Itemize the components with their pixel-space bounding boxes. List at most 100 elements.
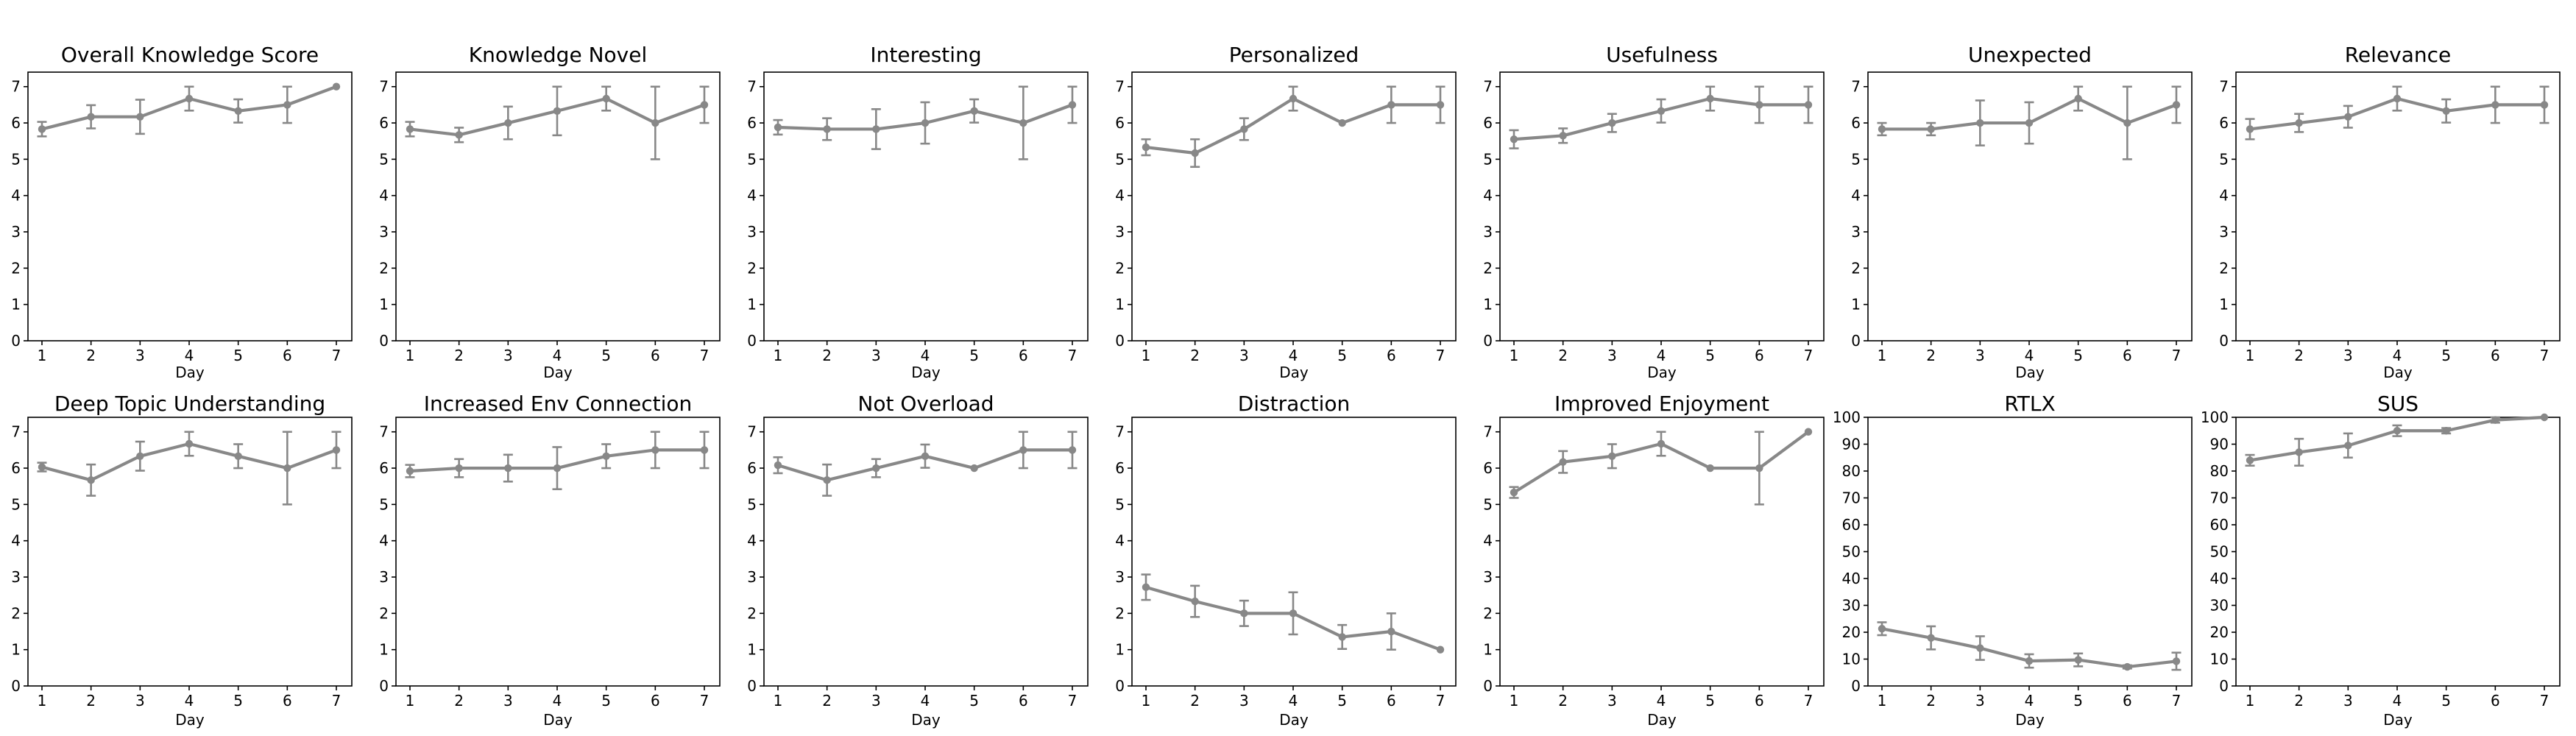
data-point-day-1	[38, 463, 46, 471]
plot-border	[1867, 417, 2193, 687]
x-tick-label: 3	[503, 347, 513, 364]
y-tick-label: 7	[747, 423, 757, 441]
data-point-day-4	[2393, 94, 2402, 103]
y-tick-label: 3	[379, 568, 389, 586]
y-tick-label: 7	[2219, 78, 2229, 96]
x-tick-label: 4	[1289, 692, 1298, 710]
data-point-day-4	[2025, 118, 2034, 127]
data-point-day-4	[921, 452, 930, 460]
x-axis-label: Day	[911, 364, 941, 381]
x-tick-label: 4	[921, 692, 930, 710]
plot-border	[395, 71, 721, 342]
x-tick-label: 6	[1755, 692, 1764, 710]
x-tick-label: 4	[553, 692, 562, 710]
y-tick-label: 6	[1483, 459, 1493, 477]
data-point-day-1	[1878, 125, 1886, 133]
x-tick-label: 5	[601, 347, 611, 364]
y-tick-label: 1	[1115, 296, 1125, 314]
data-point-day-2	[1927, 634, 1935, 642]
y-tick-label: 50	[1842, 543, 1861, 561]
x-tick-label: 4	[553, 347, 562, 364]
chart-relevance: Relevance 0 1 2 3 4 5 6 7 1 2 3 4 5 6 7 Day	[2208, 0, 2576, 381]
y-tick-label: 0	[1851, 332, 1861, 350]
plot-border	[27, 417, 353, 687]
data-point-day-3	[1240, 125, 1248, 133]
data-point-day-6	[651, 118, 659, 127]
y-tick-label: 1	[1483, 296, 1493, 314]
series-line	[2248, 415, 2547, 462]
x-tick-label: 3	[2343, 347, 2353, 364]
x-tick-label: 5	[1337, 347, 1347, 364]
data-point-day-7	[2172, 101, 2181, 109]
y-tick-label: 1	[747, 296, 757, 314]
x-tick-label: 5	[2073, 347, 2083, 364]
chart-distraction: Distraction 0 1 2 3 4 5 6 7 1 2 3 4 5 6 7 Day	[1104, 368, 1472, 736]
y-tick-label: 3	[747, 568, 757, 586]
x-tick-label: 1	[406, 692, 415, 710]
data-point-day-6	[2491, 416, 2499, 424]
y-tick-label: 5	[1483, 495, 1493, 513]
y-tick-label: 6	[1115, 114, 1125, 132]
data-point-day-5	[2074, 656, 2082, 664]
y-tick-label: 6	[747, 459, 757, 477]
data-point-day-5	[970, 107, 978, 115]
data-point-day-1	[774, 461, 782, 470]
y-tick-label: 7	[1851, 78, 1861, 96]
y-tick-label: 60	[1842, 516, 1861, 534]
y-tick-label: 7	[747, 78, 757, 96]
x-tick-label: 5	[2073, 692, 2083, 710]
x-tick-label: 3	[871, 347, 881, 364]
y-tick-label: 6	[2219, 114, 2229, 132]
data-point-day-6	[1387, 101, 1395, 109]
y-tick-label: 7	[379, 423, 389, 441]
data-point-day-5	[602, 94, 610, 103]
data-point-day-3	[872, 125, 880, 133]
chart-sus: SUS 0 10 20 30 40 50 60 70 80 90 100 1 2 3 4 5 6 7 Day	[2201, 368, 2576, 736]
x-tick-label: 1	[2246, 692, 2255, 710]
chart-interesting: Interesting 0 1 2 3 4 5 6 7 1 2 3 4 5 6 7 Day	[736, 0, 1104, 381]
x-tick-label: 1	[1878, 692, 1887, 710]
data-point-day-6	[1019, 446, 1027, 454]
y-tick-label: 7	[1115, 78, 1125, 96]
x-axis-label: Day	[2015, 711, 2045, 729]
x-tick-label: 1	[38, 347, 47, 364]
x-axis-label: Day	[1279, 711, 1309, 729]
chart-title: Deep Topic Understanding	[54, 392, 325, 416]
x-tick-label: 2	[1926, 347, 1936, 364]
y-tick-label: 40	[1842, 570, 1861, 587]
data-point-day-5	[234, 107, 242, 115]
plot-border	[1131, 71, 1457, 342]
x-tick-label: 2	[1926, 692, 1936, 710]
data-point-day-6	[1019, 118, 1027, 127]
data-point-day-5	[602, 452, 610, 460]
y-tick-label: 0	[747, 332, 757, 350]
y-tick-label: 5	[1483, 150, 1493, 168]
x-tick-label: 2	[454, 692, 464, 710]
data-point-day-5	[1706, 464, 1714, 473]
x-tick-label: 4	[1289, 347, 1298, 364]
x-tick-label: 1	[2246, 347, 2255, 364]
y-tick-label: 30	[1842, 597, 1861, 615]
y-tick-label: 4	[11, 532, 21, 550]
data-point-day-1	[38, 125, 46, 133]
x-axis-label: Day	[1647, 711, 1677, 729]
plot-border	[2235, 417, 2561, 687]
x-tick-label: 3	[1607, 347, 1617, 364]
y-tick-label: 40	[2210, 570, 2229, 587]
y-tick-label: 3	[1115, 223, 1125, 241]
x-tick-label: 7	[1804, 692, 1814, 710]
y-tick-label: 5	[11, 150, 21, 168]
y-tick-label: 1	[1115, 641, 1125, 659]
data-point-day-2	[455, 131, 463, 139]
y-tick-label: 3	[11, 223, 21, 241]
chart-title: Distraction	[1238, 392, 1351, 416]
x-tick-label: 4	[185, 347, 194, 364]
chart-title: Knowledge Novel	[469, 43, 647, 67]
data-point-day-3	[1608, 452, 1616, 460]
x-tick-label: 6	[651, 692, 660, 710]
x-tick-label: 5	[969, 692, 979, 710]
data-point-day-2	[1927, 125, 1935, 133]
data-point-day-6	[1755, 464, 1763, 473]
